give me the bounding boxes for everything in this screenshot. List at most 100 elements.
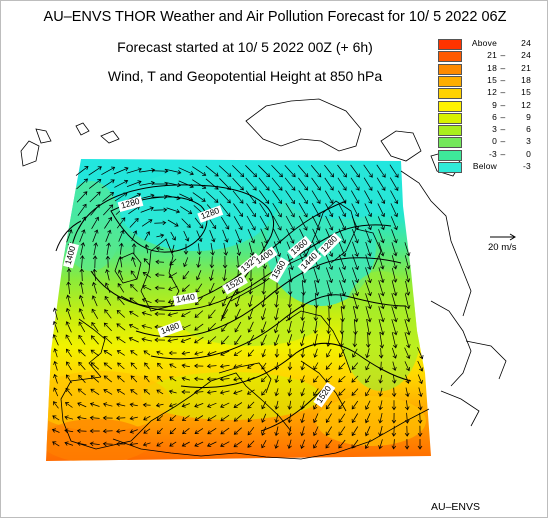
wind-arrow [102,402,113,407]
wind-arrow [130,389,138,395]
wind-arrow [314,280,320,297]
wind-arrow [222,269,227,282]
wind-arrow [116,336,126,344]
wind-arrow [404,255,411,270]
wind-arrow [117,362,125,370]
wind-arrow [103,375,113,383]
wind-arrow [274,375,279,384]
wind-arrow [88,166,102,176]
wind-arrow [155,259,165,265]
wind-arrow [313,439,319,449]
legend-high: 9 [526,111,531,122]
wind-arrow [246,215,256,231]
wind-arrow [351,388,359,396]
wind-arrow [391,242,398,257]
wind-arrow [352,293,359,310]
wind-arrow [105,229,112,242]
wind-arrow [141,337,153,342]
wind-arrow [301,281,306,296]
wind-arrow [258,177,270,191]
wind-arrow [119,242,124,255]
wind-arrow [247,440,255,448]
wind-arrow [169,441,177,447]
legend-sep: – [500,136,506,147]
legend-swatch [438,39,462,50]
wind-arrow [89,441,100,447]
wind-arrow [247,321,254,333]
wind-arrow [365,388,371,397]
wind-arrow [128,336,139,343]
wind-arrow [327,293,333,310]
wind-arrow [76,428,87,434]
wind-arrow [194,363,204,369]
wind-arrow [52,415,60,421]
wind-arrow [404,242,411,257]
wind-arrow [298,202,308,218]
wind-arrow [77,349,86,357]
wind-arrow [247,401,255,409]
wind-arrow [272,215,282,231]
wind-arrow [351,413,359,424]
wind-arrow [248,268,254,282]
legend-low: 21 [487,50,497,61]
legend-high: 21 [521,62,531,73]
wind-arrow [129,441,138,447]
wind-arrow [404,306,411,323]
wind-arrow [141,298,152,304]
wind-arrow [80,242,86,256]
legend-row: 12– 15 [438,87,547,100]
wind-arrow [274,400,279,410]
wind-arrow [363,164,373,178]
wind-arrow [338,439,346,449]
wind-arrow [182,428,190,435]
wind-arrow [247,426,255,436]
wind-arrow [220,441,230,448]
wind-arrow [114,179,129,188]
legend-sep: – [500,148,506,159]
wind-arrow [77,203,87,216]
wind-arrow [338,241,347,258]
wind-arrow [181,389,191,395]
wind-arrow [195,270,202,281]
wind-arrow [192,192,206,202]
wind-arrow [168,350,177,356]
wind-arrow [207,351,217,356]
wind-arrow [142,272,152,278]
wind-arrow [178,167,194,176]
wind-arrow [154,220,167,226]
wind-arrow [113,166,129,175]
wind-arrow [245,190,257,204]
wind-arrow [338,203,347,218]
wind-arrow [363,177,373,191]
wind-arrow [351,254,359,271]
wind-arrow [311,177,321,191]
wind-arrow [90,349,100,357]
legend-sep: – [500,62,506,73]
wind-arrow [93,242,98,256]
wind-arrow [65,321,72,333]
wind-arrow [233,414,242,422]
wind-arrow [391,267,398,283]
wind-arrow [326,320,331,335]
wind-arrow [79,268,85,282]
wind-arrow [287,362,293,371]
wind-arrow [297,165,309,178]
wind-arrow [351,375,359,383]
wind-arrow [376,164,386,178]
wind-arrow [194,376,204,382]
wind-arrow [313,413,319,424]
wind-arrow [169,363,177,369]
wind-arrow [118,256,123,268]
wind-arrow [300,320,305,334]
wind-arrow [286,321,292,334]
contour-label: 1400 [63,245,78,266]
wind-arrow [351,426,359,437]
wind-arrow [166,207,181,214]
wind-arrow [167,338,179,343]
wind-arrow [298,215,308,231]
wind-arrow [365,375,371,384]
wind-arrow [378,242,385,257]
wind-arrow [52,441,60,447]
wind-arrow [404,319,411,336]
wind-arrow [52,320,59,333]
